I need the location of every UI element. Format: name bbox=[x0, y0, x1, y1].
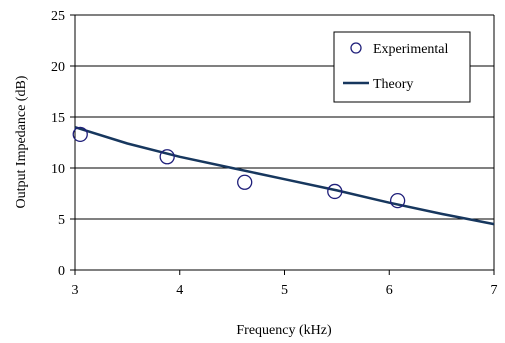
y-tick-label-0: 0 bbox=[58, 264, 65, 279]
x-tick-label-5: 5 bbox=[281, 283, 288, 298]
theory-line bbox=[74, 126, 495, 226]
x-tick-label-7: 7 bbox=[491, 283, 498, 298]
x-tick-label-4: 4 bbox=[176, 283, 183, 298]
experimental-point-2 bbox=[159, 149, 175, 165]
y-tick-label-10: 10 bbox=[51, 162, 65, 177]
legend: Experimental Theory bbox=[333, 31, 471, 103]
x-tick-label-3: 3 bbox=[72, 283, 79, 298]
y-tick-label-5: 5 bbox=[58, 213, 65, 228]
y-axis-title: Output Impedance (dB) bbox=[14, 75, 29, 208]
data-series bbox=[72, 126, 495, 226]
y-tick-label-20: 20 bbox=[51, 60, 65, 75]
experimental-point-4 bbox=[327, 183, 343, 200]
x-tick-label-6: 6 bbox=[386, 283, 393, 298]
x-axis-title: Frequency (kHz) bbox=[236, 323, 332, 338]
legend-label-experimental: Experimental bbox=[373, 42, 449, 57]
legend-marker-experimental bbox=[350, 42, 362, 54]
y-tick-labels: 0 5 10 15 20 25 bbox=[51, 9, 65, 279]
x-tick-labels: 3 4 5 6 7 bbox=[72, 283, 498, 298]
y-tick-label-25: 25 bbox=[51, 9, 65, 24]
experimental-point-1 bbox=[72, 126, 88, 142]
y-tick-label-15: 15 bbox=[51, 111, 65, 126]
experimental-point-5 bbox=[389, 192, 406, 209]
experimental-point-3 bbox=[237, 174, 253, 190]
legend-label-theory: Theory bbox=[373, 77, 413, 92]
axes bbox=[70, 14, 495, 275]
